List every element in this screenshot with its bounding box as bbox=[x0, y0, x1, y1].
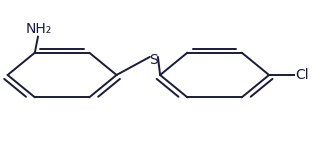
Text: Cl: Cl bbox=[295, 68, 308, 82]
Text: NH₂: NH₂ bbox=[25, 22, 52, 36]
Text: S: S bbox=[149, 52, 158, 67]
